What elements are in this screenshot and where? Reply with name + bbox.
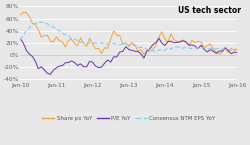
Legend: Share px YoY, P/E YoY, Consensus NTM EPS YoY: Share px YoY, P/E YoY, Consensus NTM EPS… bbox=[40, 113, 218, 123]
Text: US tech sector: US tech sector bbox=[178, 6, 240, 15]
